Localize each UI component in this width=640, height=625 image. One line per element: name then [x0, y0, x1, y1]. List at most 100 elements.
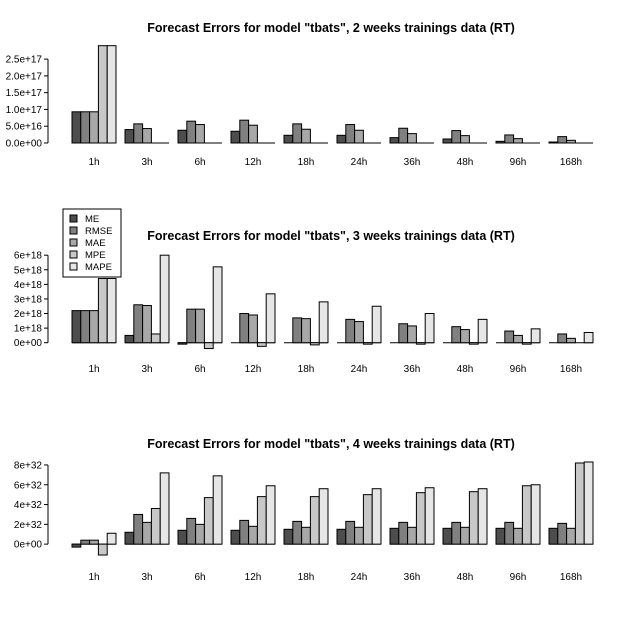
bar-mpe-6h — [203, 342, 214, 350]
bar-mpe-1h — [97, 543, 108, 556]
x-category-label: 48h — [457, 572, 474, 583]
bar-rmse-6h — [186, 308, 197, 344]
bar-mae-12h — [248, 525, 258, 545]
bar-mpe-18h — [309, 496, 320, 545]
bar-mae-1h — [89, 111, 99, 144]
x-category-label: 12h — [245, 157, 262, 168]
x-category-label: 3h — [141, 364, 152, 375]
bar-mape-3h — [159, 472, 170, 545]
bar-mape-96h — [530, 328, 541, 344]
y-axis: 0e+00 1e+18 2e+18 3e+18 4e+18 5e+18 6e+18 — [14, 251, 49, 349]
bar-mape-24h — [371, 488, 382, 545]
bar-mae-3h — [142, 305, 152, 344]
bar-mae-168h — [566, 139, 576, 144]
bar-rmse-6h — [186, 120, 197, 144]
bar-mae-168h — [566, 337, 576, 344]
x-category-label: 36h — [404, 364, 421, 375]
bar-rmse-36h — [398, 323, 409, 344]
y-tick-label: 1.5e+17 — [6, 88, 43, 99]
bar-rmse-48h — [451, 521, 462, 545]
bar-mape-1h — [106, 532, 117, 545]
x-category-label: 24h — [351, 157, 368, 168]
bar-mae-12h — [248, 124, 258, 144]
bar-mae-96h — [513, 138, 523, 144]
bar-mape-48h — [477, 318, 488, 344]
bar-me-6h — [177, 342, 188, 345]
x-category-label: 1h — [88, 364, 99, 375]
bar-rmse-24h — [345, 124, 356, 144]
y-tick-label: 6e+18 — [14, 251, 43, 262]
bar-mpe-96h — [521, 342, 532, 345]
bar-mape-168h — [583, 461, 594, 545]
bar-mpe-6h — [203, 497, 214, 545]
bar-mae-36h — [407, 325, 417, 344]
bar-me-1h — [71, 543, 82, 548]
bar-mae-48h — [460, 526, 470, 545]
bar-rmse-24h — [345, 520, 356, 545]
bar-mape-168h — [583, 331, 594, 344]
bar-me-6h — [177, 529, 188, 545]
legend-swatch-mae — [69, 238, 78, 247]
legend-label-mpe: MPE — [85, 250, 106, 261]
legend-label-me: ME — [85, 214, 99, 225]
legend-label-mape: MAPE — [85, 262, 112, 273]
bar-mape-18h — [318, 301, 329, 344]
bar-mae-48h — [460, 329, 470, 344]
y-tick-label: 2.0e+17 — [6, 71, 43, 82]
legend-label-mae: MAE — [85, 238, 106, 249]
bar-mae-12h — [248, 314, 258, 344]
bar-mpe-3h — [150, 333, 161, 344]
bar-me-3h — [124, 531, 135, 545]
bar-me-6h — [177, 129, 188, 144]
chart-title-3-weeks: Forecast Errors for model "tbats", 3 wee… — [147, 229, 515, 243]
y-axis: 0e+00 2e+32 4e+32 6e+32 8e+32 — [14, 460, 49, 551]
bar-mpe-168h — [574, 462, 585, 545]
bar-mpe-24h — [362, 342, 373, 345]
x-category-label: 168h — [560, 572, 582, 583]
bar-mae-96h — [513, 334, 523, 344]
x-category-label: 48h — [457, 364, 474, 375]
bar-mape-24h — [371, 305, 382, 344]
x-category-label: 96h — [510, 364, 527, 375]
x-category-label: 36h — [404, 157, 421, 168]
x-category-label: 3h — [141, 572, 152, 583]
y-tick-label: 4e+18 — [14, 280, 43, 291]
bar-rmse-3h — [133, 513, 144, 545]
legend-swatch-rmse — [69, 226, 78, 235]
bar-mpe-36h — [415, 342, 426, 345]
bar-mpe-96h — [521, 485, 532, 545]
x-category-label: 48h — [457, 157, 474, 168]
bar-mape-48h — [477, 488, 488, 545]
bar-rmse-48h — [451, 326, 462, 344]
bar-mae-24h — [354, 526, 364, 545]
y-tick-label: 4e+32 — [14, 500, 43, 511]
bar-mae-6h — [195, 308, 205, 344]
bar-rmse-48h — [451, 130, 462, 144]
bar-rmse-12h — [239, 313, 250, 344]
bar-mae-1h — [89, 539, 99, 545]
bar-mape-3h — [159, 254, 170, 344]
bar-me-12h — [230, 529, 241, 545]
y-tick-label: 0.0e+00 — [6, 139, 43, 150]
chart-panel-3-weeks: Forecast Errors for model "tbats", 3 wee… — [14, 229, 594, 375]
x-category-label: 12h — [245, 364, 262, 375]
bar-me-24h — [336, 134, 347, 144]
y-tick-label: 2.5e+17 — [6, 55, 43, 66]
y-tick-label: 2e+32 — [14, 520, 43, 531]
bar-mae-48h — [460, 135, 470, 144]
x-category-label: 36h — [404, 572, 421, 583]
bar-rmse-18h — [292, 123, 303, 144]
bar-mpe-18h — [309, 342, 320, 346]
bar-rmse-18h — [292, 520, 303, 545]
bar-mape-1h — [106, 45, 117, 144]
bar-rmse-1h — [80, 310, 91, 344]
bar-rmse-18h — [292, 317, 303, 344]
bar-me-48h — [442, 527, 453, 545]
x-category-label: 18h — [298, 157, 315, 168]
chart-title-2-weeks: Forecast Errors for model "tbats", 2 wee… — [147, 21, 515, 35]
bar-mape-18h — [318, 488, 329, 545]
bar-me-1h — [71, 111, 82, 144]
x-category-label: 1h — [88, 157, 99, 168]
chart-title-4-weeks: Forecast Errors for model "tbats", 4 wee… — [147, 437, 515, 451]
